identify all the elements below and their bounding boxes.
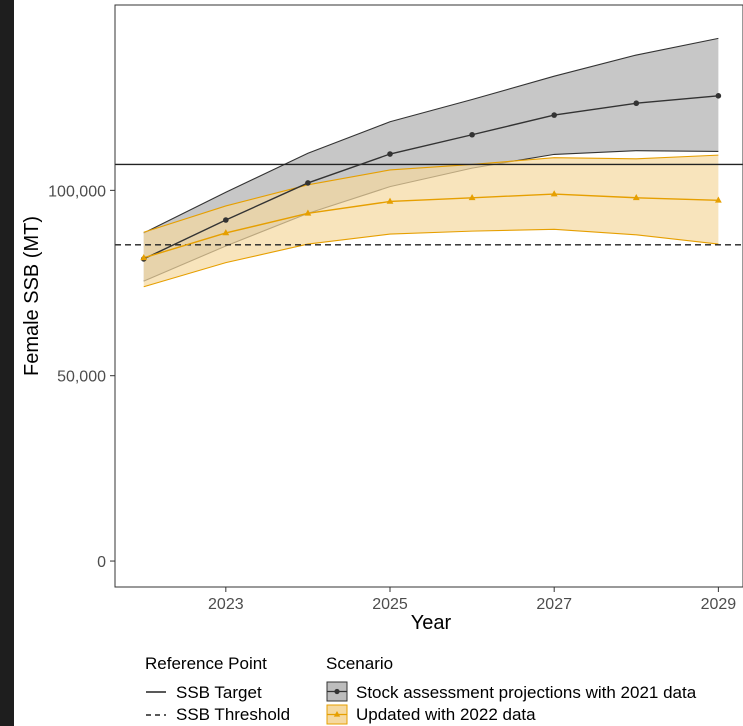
data-point-1 <box>140 254 148 261</box>
series-lines <box>143 95 719 260</box>
legend: Reference Point Scenario SSB Target SSB … <box>145 654 697 725</box>
x-axis: 2023 2025 2027 2029 <box>208 587 736 613</box>
y-tick-label: 100,000 <box>48 183 106 200</box>
data-point-0 <box>223 217 229 223</box>
data-point-1 <box>468 193 476 201</box>
legend-label-ssb-threshold: SSB Threshold <box>176 705 290 724</box>
y-axis: 0 50,000 100,000 <box>48 183 115 571</box>
data-point-0 <box>633 100 640 107</box>
legend-key-2022-update <box>326 704 348 725</box>
legend-title-reference: Reference Point <box>145 654 267 673</box>
x-axis-title: Year <box>411 612 452 634</box>
y-tick-label: 50,000 <box>57 369 106 386</box>
x-tick-label: 2029 <box>701 596 737 613</box>
data-point-1 <box>550 190 558 197</box>
plot-panel-border <box>114 4 743 588</box>
series-line-0 <box>143 95 719 260</box>
data-point-0 <box>551 112 557 118</box>
data-point-0 <box>305 180 311 186</box>
legend-title-scenario: Scenario <box>326 654 393 673</box>
confidence-band-1 <box>143 155 719 287</box>
legend-label-2021-projection: Stock assessment projections with 2021 d… <box>356 683 697 702</box>
data-point-0 <box>469 131 475 138</box>
legend-key-2021-projection <box>326 681 348 702</box>
data-point-1 <box>304 209 312 216</box>
x-tick-label: 2025 <box>372 596 408 613</box>
reference-lines <box>115 163 743 246</box>
band-upper-edge-1 <box>143 154 719 233</box>
data-point-1 <box>632 193 640 201</box>
band-lower-edge-1 <box>143 228 719 288</box>
legend-label-2022-update: Updated with 2022 data <box>356 705 536 724</box>
confidence-bands <box>143 37 719 288</box>
x-tick-label: 2023 <box>208 596 244 613</box>
data-point-0 <box>715 93 722 99</box>
data-point-1 <box>386 197 394 204</box>
data-point-1 <box>222 229 230 236</box>
legend-label-ssb-target: SSB Target <box>176 683 262 702</box>
series-markers <box>140 93 722 262</box>
data-point-0 <box>387 151 393 157</box>
left-frame-bar <box>0 0 14 726</box>
series-line-1 <box>143 193 719 259</box>
data-point-1 <box>714 196 722 203</box>
y-tick-label: 0 <box>97 554 106 571</box>
y-axis-title: Female SSB (MT) <box>21 216 43 376</box>
band-upper-edge-0 <box>143 37 719 234</box>
x-tick-label: 2027 <box>536 596 572 613</box>
